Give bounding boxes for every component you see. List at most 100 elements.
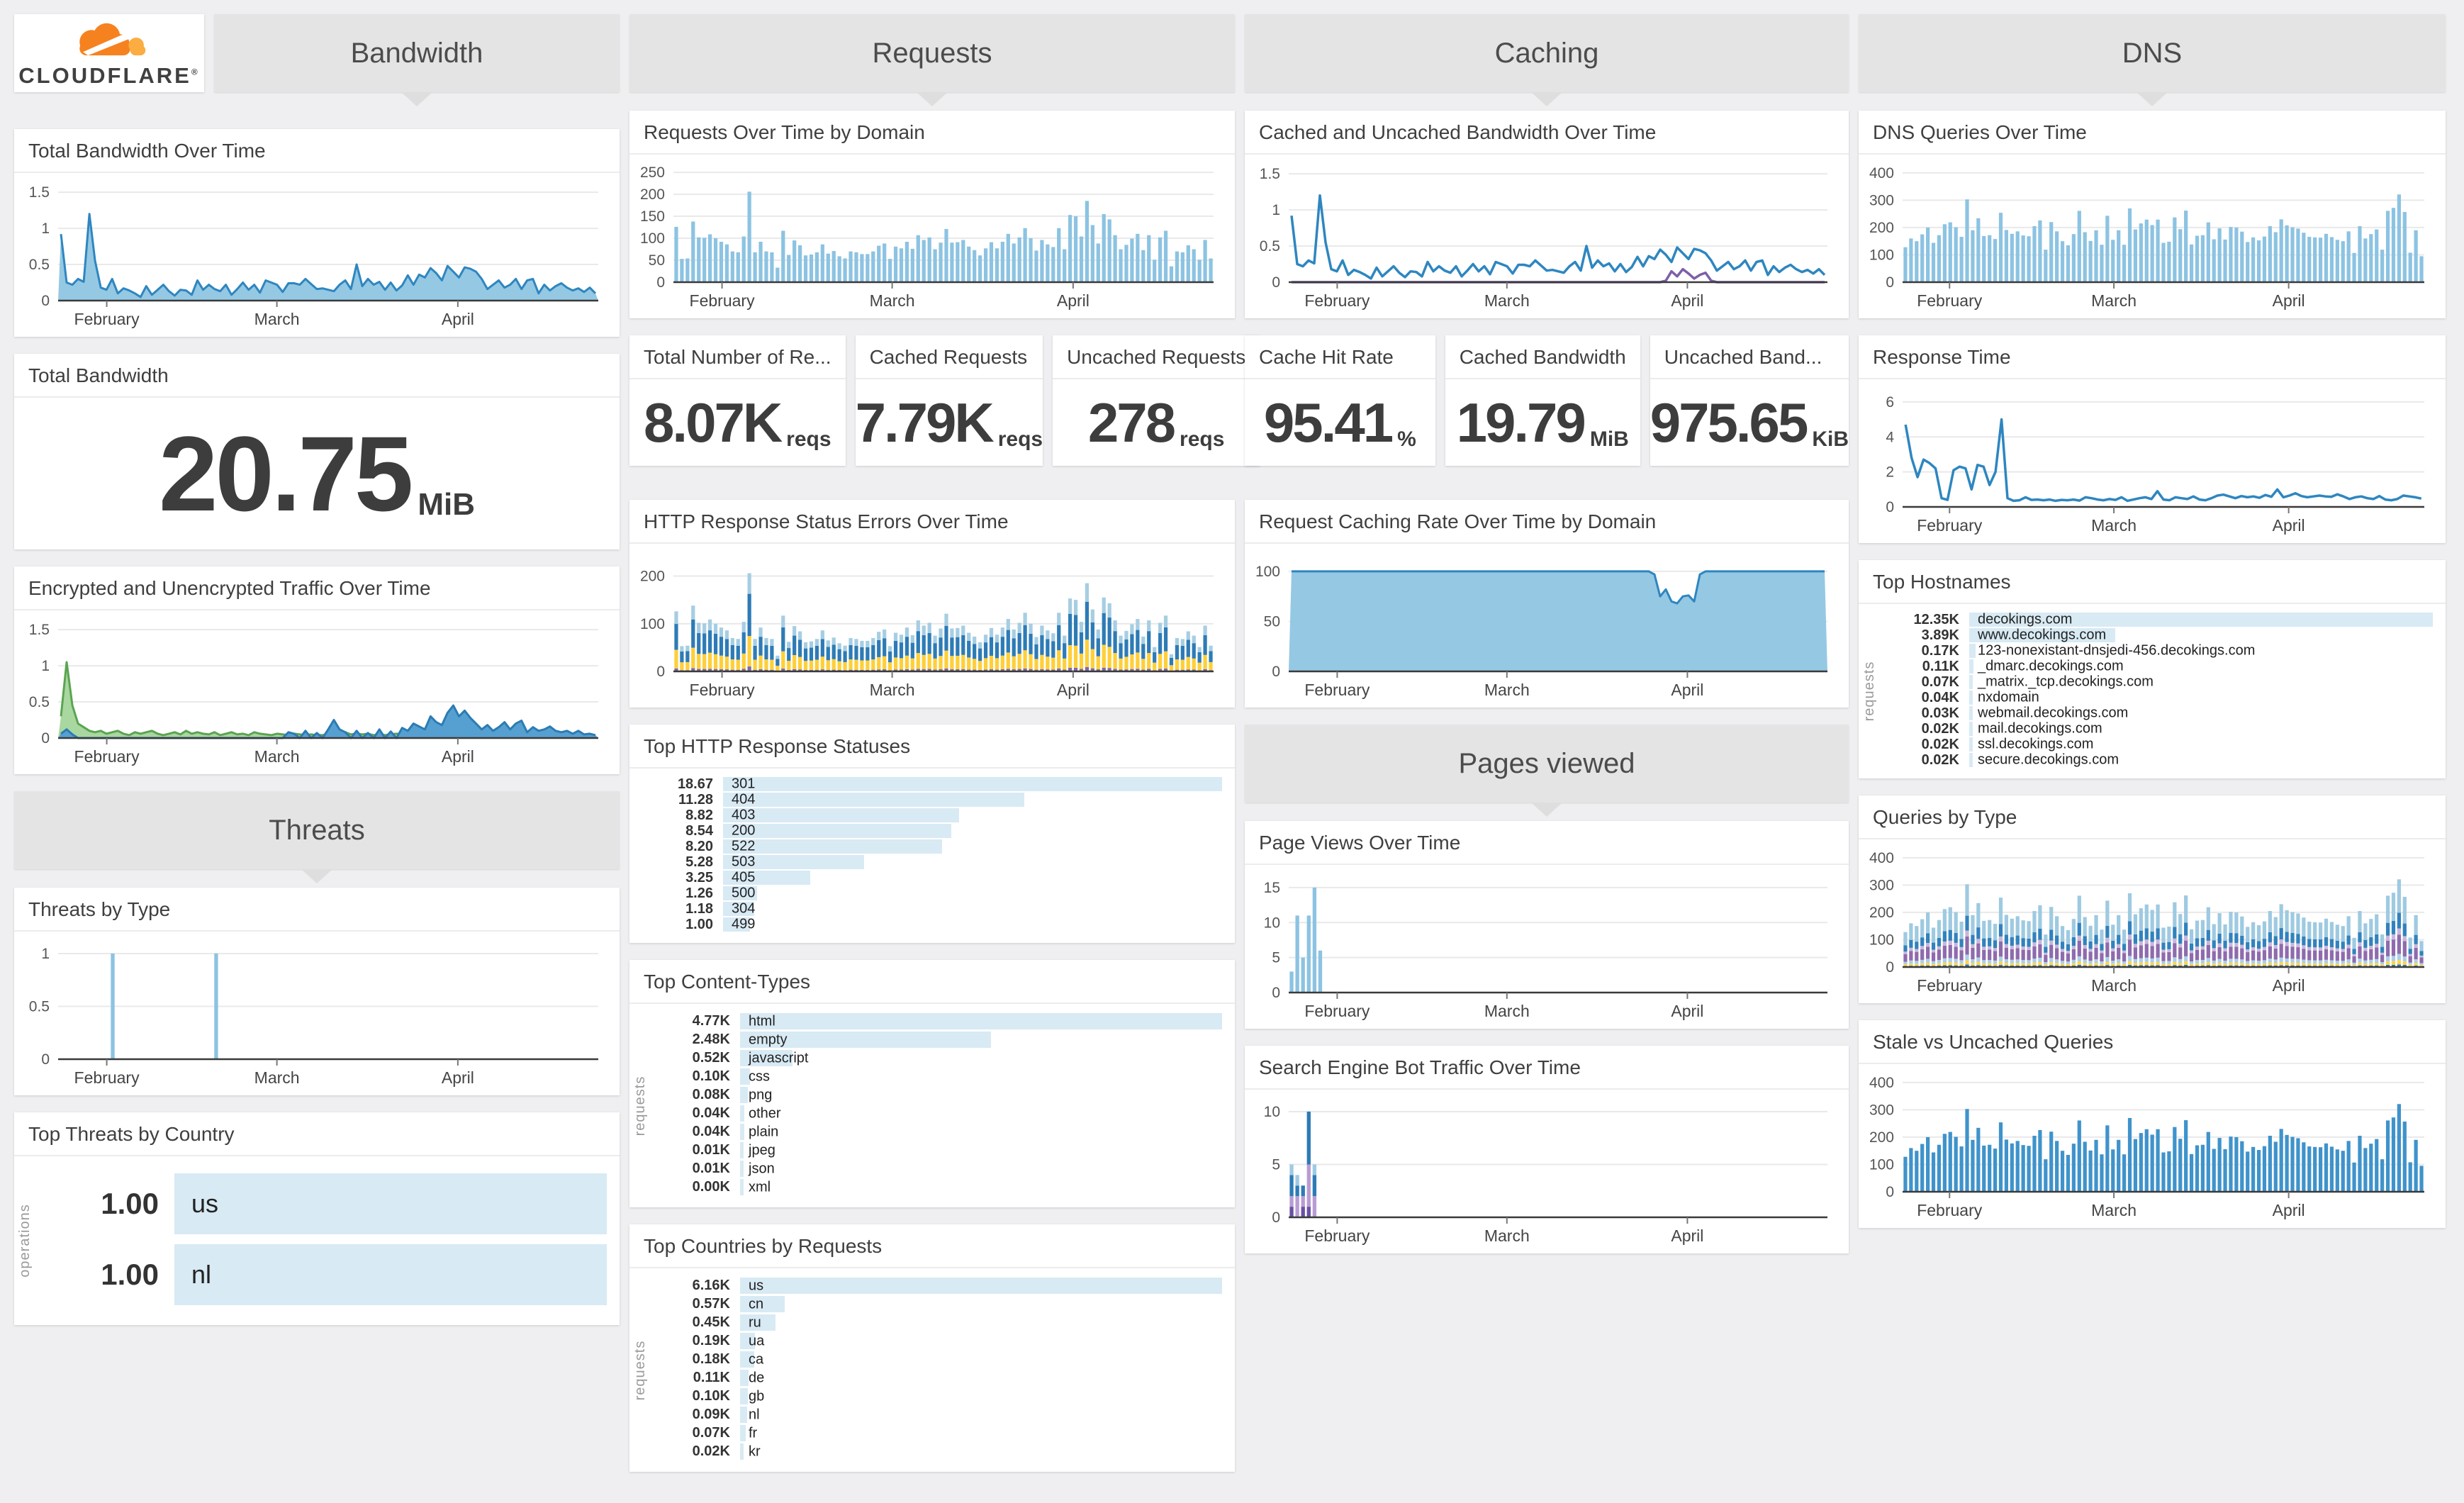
total-bandwidth-chart[interactable]: 0 0.5 1 1.5 February March April <box>17 179 605 330</box>
panel-title: Search Engine Bot Traffic Over Time <box>1245 1046 1849 1090</box>
stat-value: 20.75 <box>158 414 413 533</box>
svg-text:April: April <box>2273 516 2305 535</box>
list-row: 6.16K us <box>654 1278 1222 1294</box>
row-bar-track: 499 <box>723 917 1222 932</box>
row-value: 0.01K <box>692 1161 730 1176</box>
svg-text:1: 1 <box>41 658 50 674</box>
panel-page-views: Page Views Over Time 0 5 10 15 February March… <box>1245 821 1849 1029</box>
row-bar-track: 200 <box>723 823 1222 839</box>
list-row: 4.77K html <box>654 1013 1222 1029</box>
threats-by-type-chart[interactable]: 0 0.5 1 February March April <box>17 937 605 1089</box>
bandwidth-column: CLOUDFLARE® Bandwidth Total Bandwidth Ov… <box>14 14 620 1342</box>
row-value: 0.09K <box>692 1407 730 1422</box>
svg-text:April: April <box>442 747 474 766</box>
stat-unit: % <box>1397 428 1416 451</box>
stat-value: 95.41 <box>1263 391 1394 454</box>
svg-text:100: 100 <box>1869 1156 1894 1173</box>
svg-text:March: March <box>2091 291 2137 310</box>
top-http-statuses-list[interactable]: 18.67 301 11.28 404 8.82 403 8.54 200 8.20 522 5.2… <box>629 769 1235 943</box>
svg-text:150: 150 <box>640 208 665 225</box>
stat-value: 278 <box>1087 391 1176 454</box>
row-label: gb <box>749 1388 765 1404</box>
panel-queries-by-type: Queries by Type 0 100 200 300 400 February Mar… <box>1859 795 2446 1003</box>
list-row: 8.82 403 <box>637 808 1222 823</box>
svg-text:1.5: 1.5 <box>29 184 50 201</box>
svg-text:200: 200 <box>1869 220 1894 236</box>
response-time-chart[interactable]: 0 2 4 6 February March April <box>1861 385 2431 537</box>
row-value: 0.02K <box>1921 752 1959 768</box>
panel-title: Top Content-Types <box>629 960 1235 1004</box>
stat-value: 7.79K <box>855 391 995 454</box>
row-bar <box>740 1407 747 1423</box>
top-hostnames-list[interactable]: requests 12.35K decokings.com 3.89K www.deco… <box>1859 604 2446 778</box>
row-bar <box>1969 722 1973 736</box>
row-bar-track: _dmarc.decokings.com <box>1969 659 2433 674</box>
row-bar-track: css <box>740 1068 1222 1085</box>
stat-unit: KiB <box>1812 428 1849 451</box>
list-row: 0.52K javascript <box>654 1050 1222 1066</box>
row-label: fr <box>749 1425 758 1441</box>
list-row: 0.17K 123-nonexistant-dnsjedi-456.decokin… <box>1883 643 2433 659</box>
row-label: us <box>191 1189 219 1218</box>
page-views-chart[interactable]: 0 5 10 15 February March April <box>1248 871 1835 1022</box>
list-row: 0.07K fr <box>654 1425 1222 1441</box>
row-value: 0.18K <box>692 1351 730 1367</box>
svg-text:100: 100 <box>1869 247 1894 263</box>
dns-column: DNS DNS Queries Over Time 0 100 200 300 400 F… <box>1859 14 2446 1245</box>
list-row: 0.01K jpeg <box>654 1142 1222 1158</box>
panel-cached-requests-stat: Cached Requests 7.79K reqs <box>855 335 1043 466</box>
svg-text:March: March <box>254 747 300 766</box>
list-row: 0.10K gb <box>654 1388 1222 1404</box>
row-value: 0.52K <box>692 1050 730 1066</box>
panel-total-bandwidth-over-time: Total Bandwidth Over Time 0 0.5 1 1.5 Februa… <box>14 129 620 337</box>
dns-queries-chart[interactable]: 0 100 200 300 400 February March April <box>1861 160 2431 312</box>
list-row: 0.00K xml <box>654 1179 1222 1195</box>
row-bar-track: kr <box>740 1443 1222 1460</box>
list-row: 0.18K ca <box>654 1351 1222 1368</box>
row-bar <box>740 1050 793 1066</box>
row-value: 6.16K <box>692 1278 730 1293</box>
svg-text:10: 10 <box>1264 915 1280 931</box>
svg-text:March: March <box>2091 976 2137 995</box>
svg-text:0.5: 0.5 <box>29 257 50 273</box>
row-bar <box>740 1087 749 1103</box>
row-bar <box>1969 706 1973 720</box>
stale-vs-uncached-chart[interactable]: 0 100 200 300 400 February March April <box>1861 1070 2431 1222</box>
panel-title: Total Number of Re... <box>629 335 846 379</box>
row-value: 5.28 <box>685 854 713 870</box>
row-bar-track: empty <box>740 1032 1222 1048</box>
top-threats-by-country-list[interactable]: operations 1.00 us 1.00 nl <box>14 1156 620 1325</box>
row-label: 499 <box>732 916 756 932</box>
svg-text:February: February <box>74 747 140 766</box>
stat-unit: reqs <box>997 428 1043 451</box>
request-caching-rate-chart[interactable]: 0 50 100 February March April <box>1248 549 1835 701</box>
row-value: 0.03K <box>1921 705 1959 721</box>
svg-text:0: 0 <box>1886 499 1894 515</box>
queries-by-type-chart[interactable]: 0 100 200 300 400 February March April <box>1861 845 2431 997</box>
svg-text:50: 50 <box>649 252 665 269</box>
top-content-types-list[interactable]: requests 4.77K html 2.48K empty 0.52K javascri… <box>629 1004 1235 1207</box>
http-errors-chart[interactable]: 0 100 200 February March April <box>632 549 1221 701</box>
row-bar <box>740 1278 1222 1294</box>
section-header-pages-viewed: Pages viewed <box>1245 725 1849 803</box>
svg-text:0: 0 <box>656 664 665 680</box>
svg-text:50: 50 <box>1264 613 1280 630</box>
row-bar <box>740 1013 1222 1029</box>
row-bar-track: html <box>740 1013 1222 1029</box>
row-label: 304 <box>732 900 756 917</box>
svg-text:15: 15 <box>1264 880 1280 896</box>
svg-text:0: 0 <box>1886 959 1894 976</box>
row-bar <box>1969 628 2115 642</box>
stat-total-requests: 8.07K reqs <box>629 379 846 466</box>
list-row: 0.11K de <box>654 1370 1222 1386</box>
svg-text:February: February <box>690 291 756 310</box>
cached-uncached-bandwidth-chart[interactable]: 0 0.5 1 1.5 February March April <box>1248 160 1835 312</box>
encrypted-traffic-chart[interactable]: 0 0.5 1 1.5 February March April <box>17 616 605 768</box>
svg-text:5: 5 <box>1272 1156 1280 1173</box>
requests-over-time-chart[interactable]: 0 50 100 150 200 250 February March April <box>632 160 1221 312</box>
svg-text:0.5: 0.5 <box>29 694 50 710</box>
list-row: 11.28 404 <box>637 792 1222 808</box>
search-bots-chart[interactable]: 0 5 10 February March April <box>1248 1095 1835 1247</box>
row-label: _dmarc.decokings.com <box>1978 658 2124 674</box>
top-countries-list[interactable]: requests 6.16K us 0.57K cn 0.45K ru 0.19K ua 0.18… <box>629 1268 1235 1472</box>
